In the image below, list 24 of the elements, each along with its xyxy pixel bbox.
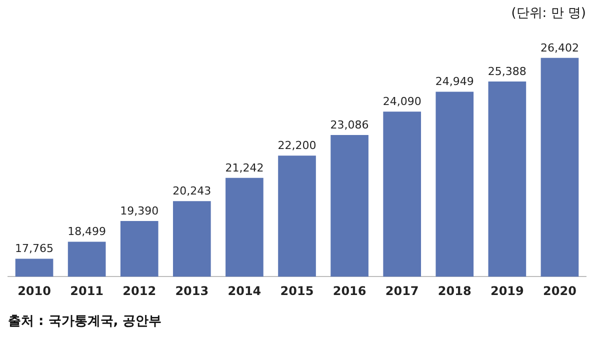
data-label: 26,402 [540,41,579,54]
data-label: 23,086 [330,118,369,132]
x-tick-label: 2014 [228,284,262,298]
x-tick-label: 2017 [385,284,419,298]
x-tick-label: 2015 [280,284,314,298]
x-tick-label: 2013 [175,284,209,298]
data-label: 22,200 [278,139,316,152]
x-tick-label: 2020 [543,284,576,298]
x-tick-label: 2012 [122,284,156,298]
data-label: 24,090 [382,95,422,108]
data-label: 17,765 [15,242,54,256]
text: (단위: 만 명) [511,5,586,22]
data-label: 21,242 [225,161,264,174]
data-label: 18,499 [68,225,106,238]
data-label: 20,243 [172,184,212,198]
x-tick-label: 2016 [332,284,366,298]
annotation: 출처 : 국가통계국, 공안부 [8,313,162,330]
x-tick-label: 2010 [18,284,51,298]
data-label: 24,949 [435,75,474,88]
x-tick-label: 2019 [490,284,524,298]
data-label: 25,388 [488,64,526,78]
x-tick-label: 2018 [438,284,472,298]
data-label: 19,390 [120,204,159,218]
x-tick-label: 2011 [70,284,104,298]
